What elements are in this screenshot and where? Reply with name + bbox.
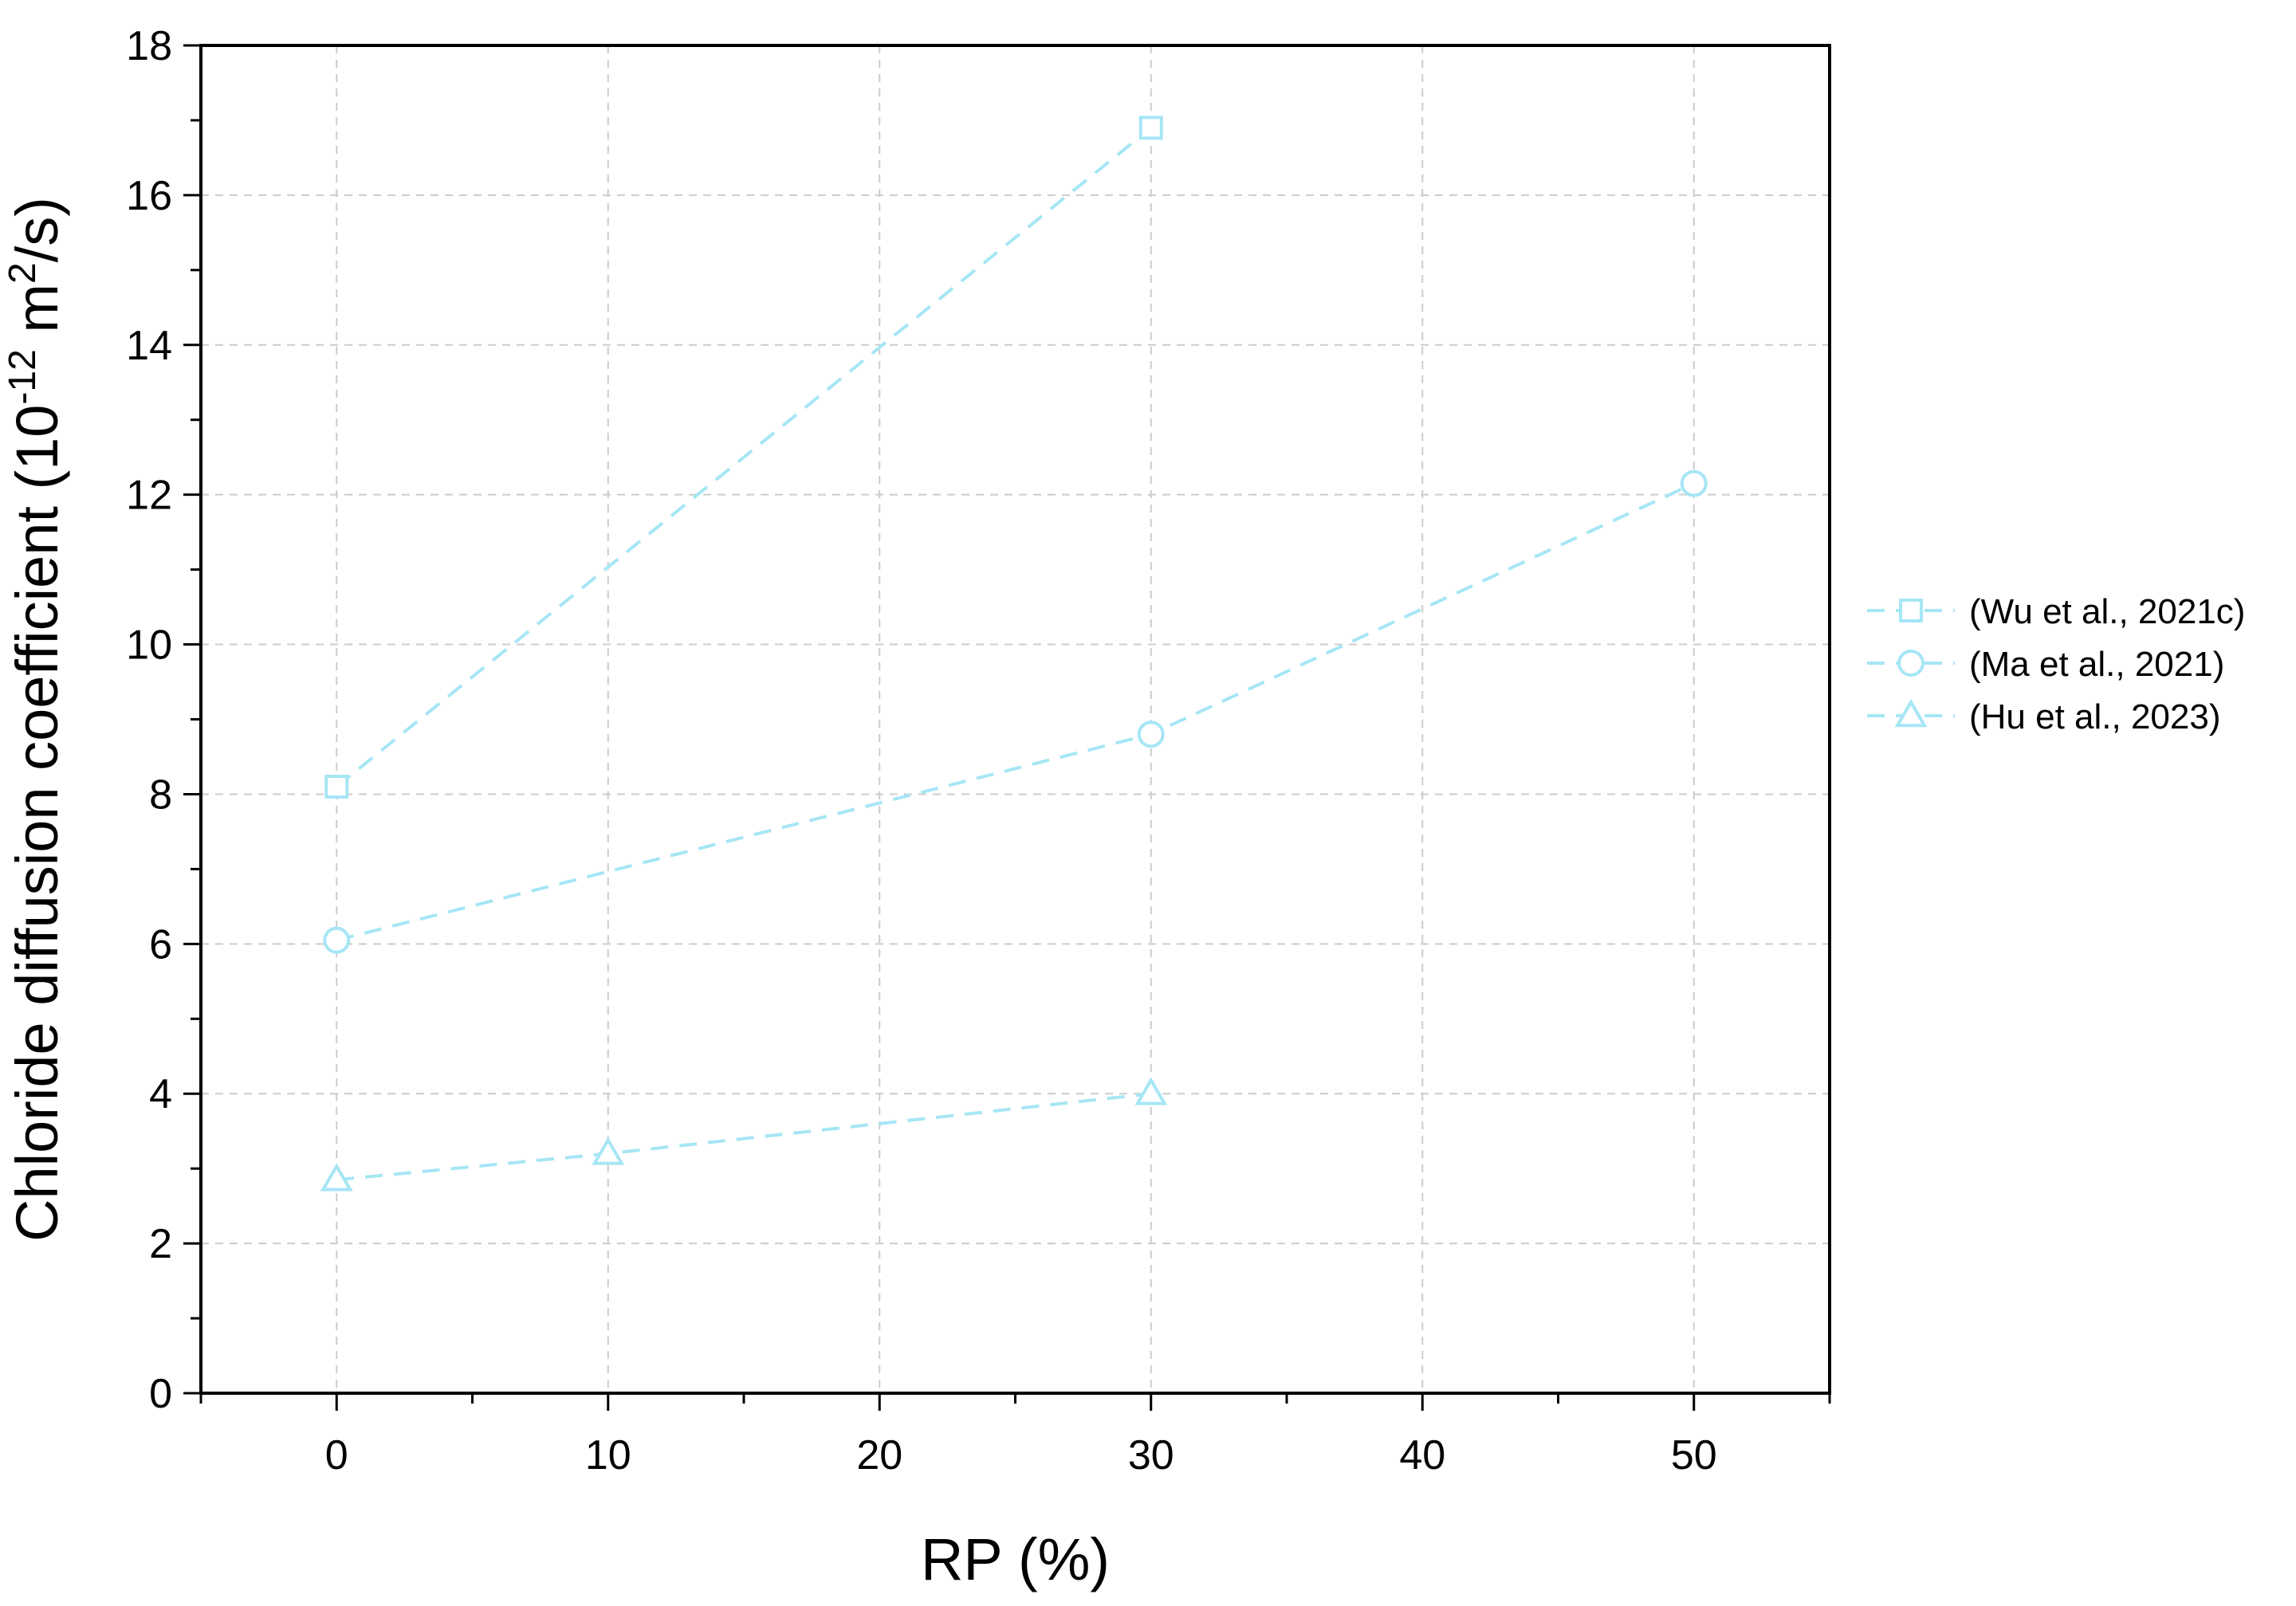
data-point-circle: [323, 926, 351, 954]
legend-label: (Ma et al., 2021): [1969, 645, 2224, 684]
y-axis-title-main: Chloride diffusion coefficient (10: [4, 405, 70, 1242]
x-tick-label: 10: [585, 1432, 631, 1478]
legend-entry-square: (Wu et al., 2021c): [1867, 592, 2245, 631]
legend-marker-square: [1899, 599, 1923, 622]
series-layer: [320, 116, 1708, 1192]
legend-entry-circle: (Ma et al., 2021): [1867, 645, 2224, 684]
data-point-triangle: [1134, 1077, 1168, 1105]
x-tick-label: 0: [325, 1432, 348, 1478]
series-circle: [323, 469, 1708, 954]
data-point-circle: [1680, 469, 1708, 497]
y-axis-title-unit-rest: /s): [4, 197, 70, 262]
y-tick-label: 6: [149, 921, 172, 968]
x-tick-label: 30: [1128, 1432, 1174, 1478]
y-axis-title-unit: m: [4, 284, 70, 349]
y-tick-label: 14: [126, 323, 172, 369]
x-tick-label: 40: [1399, 1432, 1445, 1478]
series-square: [324, 116, 1163, 799]
plot-frame: [199, 44, 1831, 1395]
data-point-square: [324, 775, 349, 799]
series-triangle: [320, 1077, 1168, 1192]
data-point-circle: [1137, 721, 1165, 748]
y-axis-title-exponent: -12: [2, 349, 44, 404]
legend-label: (Hu et al., 2023): [1969, 697, 2221, 736]
y-tick-label: 0: [149, 1371, 172, 1417]
y-tick-label: 18: [126, 23, 172, 69]
legend-entry-triangle: (Hu et al., 2023): [1867, 697, 2221, 736]
y-tick-label: 8: [149, 772, 172, 818]
legend-marker-circle: [1897, 650, 1924, 677]
data-point-triangle: [592, 1137, 625, 1165]
series-line-circle: [336, 481, 1695, 942]
x-tick-label: 20: [856, 1432, 902, 1478]
y-tick-label: 16: [126, 173, 172, 219]
y-tick-label: 2: [149, 1221, 172, 1267]
y-tick-label: 12: [126, 473, 172, 519]
y-tick-label: 10: [126, 622, 172, 669]
x-tick-label: 50: [1671, 1432, 1717, 1478]
series-line-square: [335, 126, 1153, 788]
data-point-square: [1138, 116, 1163, 140]
data-point-triangle: [320, 1163, 353, 1192]
y-tick-label: 4: [149, 1071, 172, 1117]
legend-marker-triangle: [1894, 699, 1928, 728]
grid: [201, 45, 1830, 1393]
legend: (Wu et al., 2021c) (Ma et al., 2021) (Hu e…: [1867, 592, 2245, 736]
y-axis-title: Chloride diffusion coefficient (10-12 m2…: [2, 197, 70, 1242]
legend-label: (Wu et al., 2021c): [1969, 592, 2245, 631]
x-axis-title: RP (%): [921, 1526, 1110, 1592]
axis-ticks: 0 10 20 30 40 50 0 2 4 6 8 10 12 14 16 18: [126, 23, 1831, 1478]
series-line-triangle: [336, 1092, 1151, 1182]
y-axis-title-unit-exponent: 2: [2, 262, 44, 284]
